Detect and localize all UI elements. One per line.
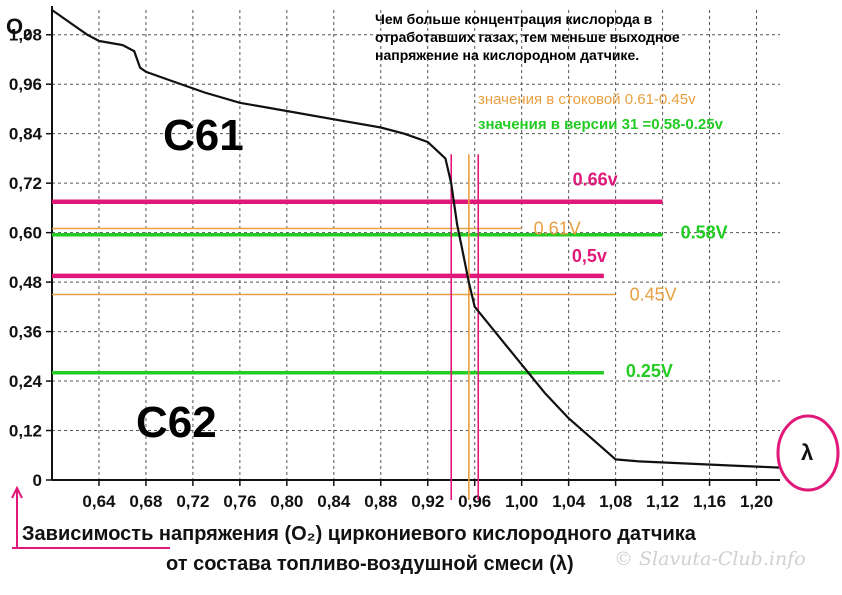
sensor-voltage-curve (51, 9, 781, 469)
y-tick-label: 0,96 (9, 75, 42, 94)
y-tick-label: 0,60 (9, 224, 42, 243)
x-tick-label: 0,84 (317, 492, 351, 511)
reference-labels: 0.66v 0.61V 0.58V 0,5v 0.45V 0.25V (534, 170, 728, 381)
y-tick-label: 0,24 (9, 372, 43, 391)
y-axis-label: O2 (6, 14, 31, 42)
x-tick-label: 0,88 (364, 492, 397, 511)
y-tick-label: 0,72 (9, 174, 42, 193)
explanation-note: Чем больше концентрация кислорода в отра… (375, 11, 680, 63)
lambda-highlight-circle (776, 414, 840, 492)
x-tick-label: 0,72 (176, 492, 209, 511)
y-tick-label: 0 (33, 471, 42, 490)
version-31-values-note: значения в версии 31 =0.58-0.25v (478, 116, 723, 133)
y-tick-label: 0,84 (9, 125, 43, 144)
reference-label: 0.58V (681, 223, 728, 243)
c62-label: C62 (136, 398, 217, 447)
vertical-marker-lines (450, 154, 480, 500)
y-tick-label: 0,36 (9, 323, 42, 342)
x-tick-label: 0,92 (411, 492, 444, 511)
reference-label: 0.66v (573, 170, 618, 190)
y-tick-label: 0,48 (9, 273, 42, 292)
tick-labels: 0,64 0,68 0,72 0,76 0,80 0,84 0,88 0,92 0,96 1,00… (9, 26, 773, 511)
caption-line-2: от состава топливо-воздушной смеси (λ) (166, 553, 574, 575)
x-tick-label: 0,80 (270, 492, 303, 511)
chart-grid (52, 10, 780, 480)
x-tick-label: 0,96 (458, 492, 491, 511)
x-tick-label: 1,04 (552, 492, 586, 511)
x-tick-label: 1,00 (505, 492, 538, 511)
c61-label: C61 (163, 111, 244, 160)
reference-lines (52, 199, 663, 375)
stock-values-note: значения в стоковой 0.61-0.45v (478, 91, 696, 108)
x-tick-label: 1,08 (599, 492, 632, 511)
reference-label: 0.25V (626, 361, 673, 381)
reference-label: 0,5v (572, 246, 607, 266)
x-axis-label: λ (801, 440, 813, 465)
watermark: © Slavuta-Club.info (614, 548, 806, 570)
x-tick-label: 1,12 (646, 492, 679, 511)
chart-axes (46, 6, 780, 486)
x-tick-label: 0,68 (129, 492, 162, 511)
y-tick-label: 1,08 (9, 26, 42, 45)
x-tick-label: 0,76 (223, 492, 256, 511)
x-tick-label: 1,16 (693, 492, 726, 511)
caption-line-1: Зависимость напряжения (O₂) циркониевого… (22, 523, 696, 545)
reference-label: 0.45V (630, 284, 677, 304)
caption-arrow-head (11, 485, 23, 499)
reference-label: 0.61V (534, 219, 581, 239)
y-tick-label: 0,12 (9, 422, 42, 441)
x-tick-label: 1,20 (740, 492, 773, 511)
x-tick-label: 0,64 (82, 492, 116, 511)
